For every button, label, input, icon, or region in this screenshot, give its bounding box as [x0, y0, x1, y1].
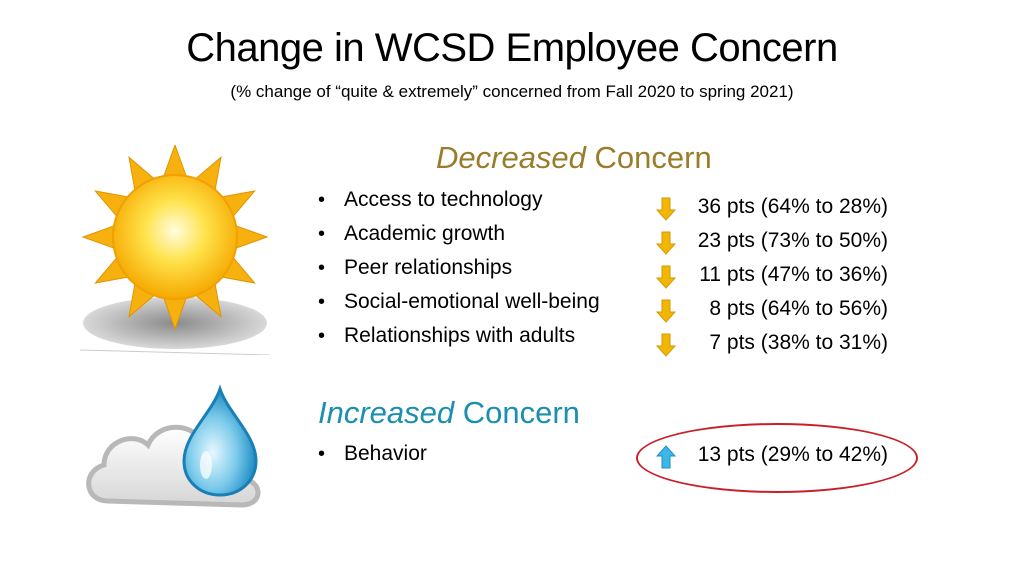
value-row: 8 pts (64% to 56%) — [656, 292, 888, 326]
change-value: 8 pts (64% to 56%) — [709, 297, 888, 320]
decreased-heading: Decreased Concern — [436, 140, 712, 176]
change-value: 13 pts (29% to 42%) — [697, 443, 888, 466]
change-value: 23 pts (73% to 50%) — [697, 229, 888, 252]
increased-heading-rest: Concern — [454, 395, 580, 430]
list-item: Academic growth — [314, 217, 600, 251]
decreased-values: 36 pts (64% to 28%) 23 pts (73% to 50%) … — [656, 190, 888, 360]
down-arrow-icon — [656, 197, 676, 221]
cloud-raindrop-icon — [86, 384, 261, 508]
down-arrow-icon — [656, 231, 676, 255]
list-item: Access to technology — [314, 183, 600, 217]
sun-ray — [162, 145, 188, 179]
sun-ray — [81, 224, 117, 250]
list-item: Behavior — [314, 437, 427, 471]
increased-list: Behavior — [314, 437, 427, 471]
value-row: 36 pts (64% to 28%) — [656, 190, 888, 224]
decreased-heading-rest: Concern — [585, 140, 712, 175]
list-item: Peer relationships — [314, 251, 600, 285]
list-item: Relationships with adults — [314, 319, 600, 353]
decreased-heading-emph: Decreased — [436, 140, 586, 175]
list-item: Social-emotional well-being — [314, 285, 600, 319]
change-value: 7 pts (38% to 31%) — [709, 331, 888, 354]
change-value: 11 pts (47% to 36%) — [699, 263, 888, 286]
value-row: 7 pts (38% to 31%) — [656, 326, 888, 360]
highlight-oval — [636, 423, 918, 493]
value-row: 13 pts (29% to 42%) — [656, 438, 888, 472]
down-arrow-icon — [656, 265, 676, 289]
sun-ray — [233, 224, 269, 250]
value-row: 23 pts (73% to 50%) — [656, 224, 888, 258]
down-arrow-icon — [656, 299, 676, 323]
value-row: 11 pts (47% to 36%) — [656, 258, 888, 292]
sun-icon — [80, 145, 270, 355]
page-title: Change in WCSD Employee Concern — [186, 26, 838, 70]
page-subtitle: (% change of “quite & extremely” concern… — [230, 82, 794, 101]
increased-heading: Increased Concern — [318, 395, 580, 431]
increased-heading-emph: Increased — [318, 395, 455, 430]
down-arrow-icon — [656, 333, 676, 357]
change-value: 36 pts (64% to 28%) — [697, 195, 888, 218]
decreased-list: Access to technology Academic growth Pee… — [314, 183, 600, 353]
up-arrow-icon — [656, 445, 676, 469]
increased-values: 13 pts (29% to 42%) — [656, 438, 888, 472]
